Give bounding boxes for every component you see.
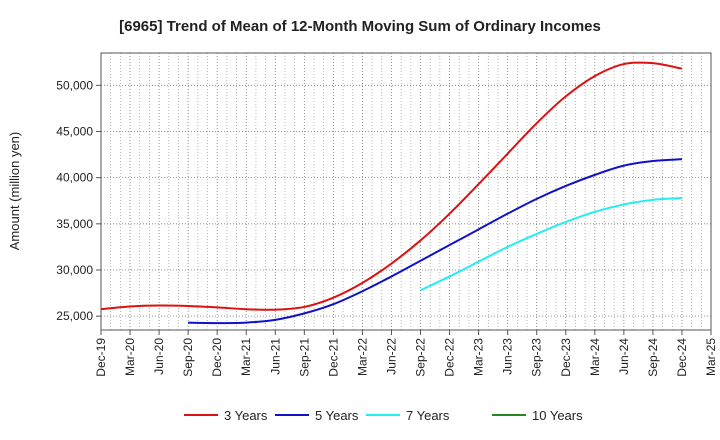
x-tick-label: Mar-22: [355, 338, 369, 376]
y-tick-label: 40,000: [56, 171, 93, 185]
series-line-3-years: [100, 61, 683, 311]
x-tick-label: Sep-23: [530, 338, 544, 377]
x-tick-label: Jun-20: [152, 338, 166, 375]
y-tick-label: 30,000: [56, 263, 93, 277]
x-tick-label: Jun-24: [617, 338, 631, 375]
x-tick-label: Mar-25: [704, 338, 718, 376]
x-tick-label: Jun-21: [268, 338, 282, 375]
legend-label-7-years: 7 Years: [406, 408, 450, 423]
series-line-5-years: [188, 158, 683, 325]
y-tick-label: 45,000: [56, 124, 93, 138]
x-tick-label: Dec-21: [326, 338, 340, 377]
x-tick-label: Dec-24: [675, 338, 689, 377]
series-line-7-years: [420, 196, 683, 292]
x-ticks: Dec-19 Mar-20 Jun-20 Sep-20 Dec-20 Mar-21 Jun-…: [94, 330, 718, 377]
x-tick-label: Sep-24: [646, 338, 660, 377]
y-tick-label: 50,000: [56, 78, 93, 92]
grid-lines: [101, 53, 711, 330]
series-lines: [100, 61, 683, 325]
plot-frame: [100, 52, 712, 331]
x-tick-label: Dec-19: [94, 338, 108, 377]
legend-label-10-years: 10 Years: [532, 408, 583, 423]
x-tick-label: Dec-22: [443, 338, 457, 377]
x-tick-label: Jun-23: [501, 338, 515, 375]
legend: 3 Years 5 Years 7 Years 10 Years: [184, 408, 583, 423]
x-tick-label: Mar-21: [239, 338, 253, 376]
y-axis-label: Amount (million yen): [7, 132, 22, 251]
x-tick-label: Mar-24: [588, 338, 602, 376]
y-tick-label: 35,000: [56, 217, 93, 231]
y-ticks: 25,000 30,000 35,000 40,000 45,000 50,000: [56, 78, 101, 323]
x-tick-label: Sep-22: [414, 338, 428, 377]
x-tick-label: Sep-20: [181, 338, 195, 377]
x-tick-label: Dec-23: [559, 338, 573, 377]
legend-label-5-years: 5 Years: [315, 408, 359, 423]
chart-title: [6965] Trend of Mean of 12-Month Moving …: [119, 18, 601, 35]
x-tick-label: Sep-21: [297, 338, 311, 377]
x-tick-label: Jun-22: [384, 338, 398, 375]
x-tick-label: Mar-20: [123, 338, 137, 376]
x-tick-label: Dec-20: [210, 338, 224, 377]
y-tick-label: 25,000: [56, 309, 93, 323]
x-tick-label: Mar-23: [472, 338, 486, 376]
legend-label-3-years: 3 Years: [224, 408, 268, 423]
